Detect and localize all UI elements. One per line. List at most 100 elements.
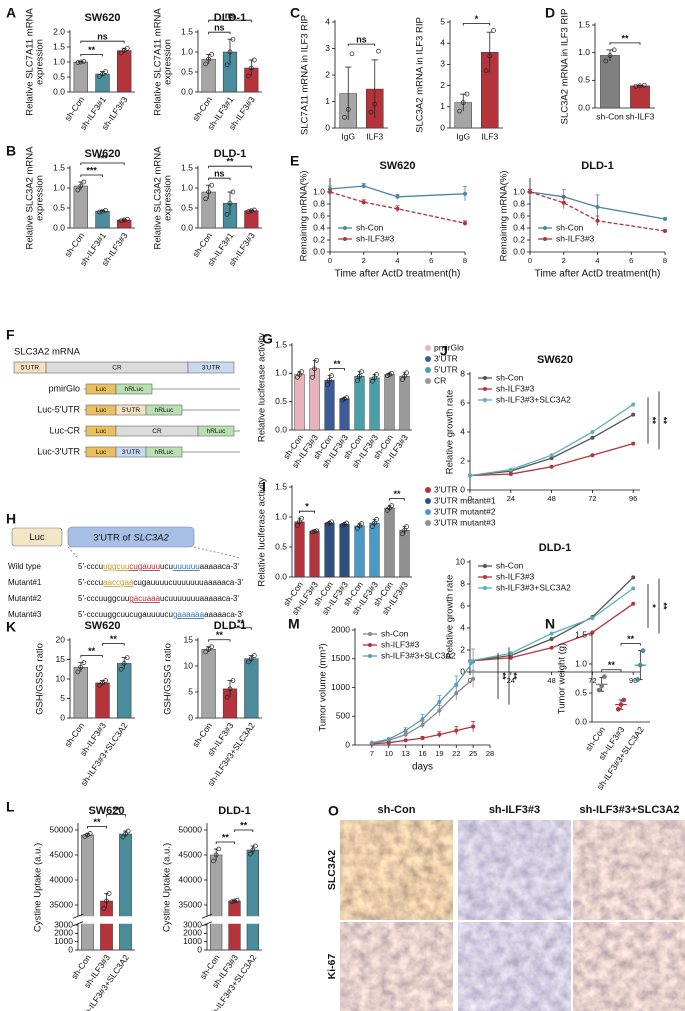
- data-point: [227, 686, 233, 692]
- data-point: [359, 369, 364, 374]
- sig-bracket: [208, 31, 231, 35]
- legend-label: 3'UTR: [434, 353, 458, 363]
- legend-label: pmirGlo: [434, 342, 464, 352]
- legend-swatch: [425, 367, 431, 373]
- data-point: [299, 369, 304, 374]
- x-tick-label: sh-Con: [596, 111, 624, 121]
- data-point: [123, 831, 128, 837]
- data-point: [437, 699, 442, 704]
- data-point: [325, 382, 330, 388]
- part-label: hRLuc: [155, 407, 175, 414]
- x-tick-label: 72: [588, 494, 596, 503]
- series-line: [529, 191, 666, 232]
- x-tick-label: 2: [362, 256, 366, 265]
- y-tick-label: 0.0: [275, 424, 287, 434]
- sig-label: **: [240, 820, 248, 830]
- data-point: [602, 674, 607, 680]
- data-point: [549, 637, 554, 641]
- y-tick-label: 3: [440, 59, 445, 69]
- x-tick-label: 96: [629, 494, 637, 503]
- y-tick-label: 0.5: [53, 202, 65, 212]
- y-tick-label: 10: [184, 660, 194, 670]
- x-tick-label: 72: [588, 676, 596, 685]
- data-point: [590, 430, 595, 434]
- y-tick-label: 0.0: [513, 246, 525, 256]
- x-tick-label: 96: [629, 676, 637, 685]
- data-point: [460, 100, 466, 105]
- sig-bracket: [208, 639, 231, 642]
- y-tick-label: 0.0: [313, 246, 325, 256]
- y-tick-label: 0.5: [53, 71, 65, 81]
- data-point: [100, 208, 105, 214]
- part-label: hRLuc: [155, 449, 175, 456]
- sig-label: **: [498, 672, 508, 680]
- data-point: [81, 179, 87, 185]
- bar: [73, 667, 89, 719]
- sig-label: ***: [97, 153, 108, 163]
- x-tick-label: IgG: [341, 131, 355, 141]
- x-axis-label: Time after ActD treatment(h): [335, 269, 461, 280]
- data-point: [403, 738, 408, 743]
- bar: [73, 185, 89, 229]
- y-tick-label: 1: [325, 96, 330, 106]
- legend-swatch: [425, 498, 431, 504]
- data-point: [437, 732, 442, 737]
- bar: [228, 900, 241, 951]
- data-point: [487, 53, 493, 59]
- data-point: [631, 586, 636, 591]
- data-point: [595, 218, 600, 223]
- axis-break: [202, 916, 262, 924]
- data-point: [104, 898, 109, 904]
- legend-label: sh-Con: [496, 372, 524, 382]
- data-point: [355, 378, 360, 384]
- data-point: [97, 209, 102, 215]
- bar: [116, 50, 132, 93]
- y-tick-label: 1.5: [275, 339, 287, 349]
- y-tick-label: 0.0: [181, 86, 193, 96]
- data-point: [251, 207, 257, 213]
- y-tick-label: 2: [325, 69, 330, 79]
- x-tick-label: 48: [547, 676, 555, 685]
- y-tick-label: 6: [460, 600, 465, 610]
- panel-label: J: [440, 343, 448, 359]
- data-point: [206, 189, 212, 195]
- mrna-region: [187, 361, 235, 374]
- sequence-part: ucuuuuuuuaaaaaca-3': [160, 594, 239, 603]
- sig-label: **: [112, 805, 120, 815]
- row-label: Mutant#1: [8, 578, 42, 587]
- data-point: [631, 575, 636, 580]
- y-axis-label: Relative luciferase activity: [257, 333, 268, 443]
- data-point: [103, 678, 108, 683]
- bar: [95, 210, 110, 229]
- part-label: Luc: [96, 449, 107, 456]
- x-tick-label: 48: [547, 494, 555, 503]
- y-tick-label: 1.5: [53, 162, 65, 172]
- sequence-part: 5'-cccuuggcuu: [78, 594, 129, 603]
- y-tick-label: 8: [460, 578, 465, 588]
- y-tick-label: 1000: [331, 682, 350, 692]
- sig-bracket: [329, 368, 345, 371]
- sig-bracket: [80, 40, 125, 44]
- data-point: [106, 891, 112, 896]
- bar: [339, 398, 350, 431]
- x-tick-label: 2: [562, 256, 566, 265]
- bar: [95, 682, 110, 719]
- data-point: [120, 834, 126, 840]
- data-point: [230, 36, 236, 42]
- chart-title: SW620: [88, 805, 124, 817]
- x-tick-label: 6: [429, 256, 433, 265]
- data-point: [299, 515, 304, 521]
- sig-label: ns: [356, 35, 367, 45]
- legend-label: sh-ILF3#3+SLC3A2: [496, 394, 571, 404]
- y-axis-label: Relative growth rate: [445, 390, 456, 474]
- data-point: [603, 58, 609, 64]
- y-tick-label: 5: [188, 686, 193, 696]
- data-point: [420, 736, 425, 741]
- sequence: 5'-cccuuggcuugacuaaaucuuuuuuuaaaaaca-3': [78, 594, 239, 603]
- y-tick-label: 2.0: [53, 26, 65, 36]
- axis-break: [73, 916, 135, 924]
- y-tick-label: 4: [440, 37, 445, 47]
- y-tick-label: 50000: [178, 824, 202, 834]
- x-tick-label: 0: [468, 494, 472, 503]
- y-axis-label: SLC3A2 mRNA in ILF3 RIP: [560, 9, 571, 125]
